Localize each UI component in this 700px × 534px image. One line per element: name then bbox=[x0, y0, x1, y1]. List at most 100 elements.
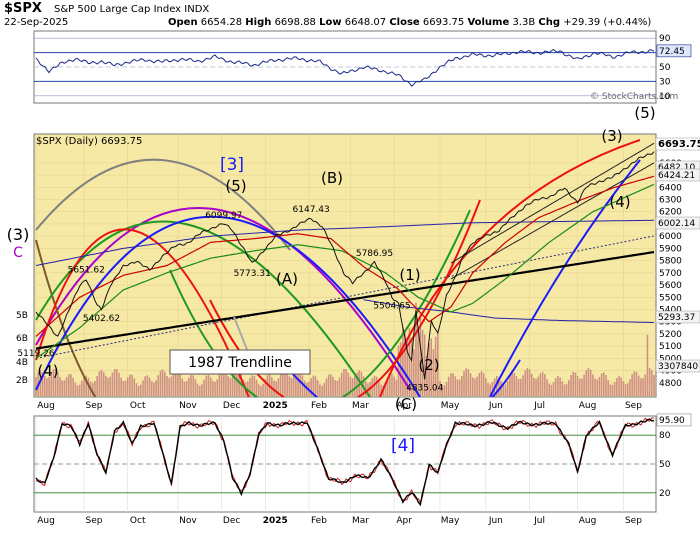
volume-bar bbox=[65, 377, 68, 396]
ma-red bbox=[35, 175, 655, 337]
volume-bar bbox=[598, 376, 601, 396]
cycle-arc-red-left bbox=[35, 228, 250, 397]
volume-bar bbox=[640, 378, 642, 396]
wave-count-label: (5) bbox=[634, 104, 655, 122]
volume-bar bbox=[428, 342, 430, 396]
wave-count-label: (5) bbox=[225, 177, 246, 195]
volume-bar bbox=[465, 368, 467, 396]
volume-bar bbox=[155, 380, 157, 396]
volume-bar bbox=[223, 369, 225, 396]
volume-bar bbox=[61, 380, 64, 396]
right-value-tag: 6482.10 bbox=[658, 163, 695, 173]
volume-bar bbox=[552, 382, 555, 396]
volume-bar bbox=[81, 380, 83, 396]
volume-bar bbox=[72, 377, 74, 396]
volume-bar bbox=[388, 373, 391, 396]
volume-bar bbox=[439, 380, 441, 396]
volume-bar bbox=[343, 368, 345, 396]
volume-bar bbox=[642, 377, 644, 396]
month-label-bottom: Apr bbox=[396, 516, 412, 526]
volume-bar bbox=[546, 379, 548, 396]
volume-bar bbox=[249, 377, 251, 396]
volume-bar bbox=[596, 379, 599, 396]
volume-bar bbox=[611, 385, 614, 396]
volume-bar bbox=[212, 380, 214, 396]
price-tick-label: 5800 bbox=[659, 257, 682, 267]
right-value-tag-box bbox=[655, 310, 700, 324]
volume-bar bbox=[565, 384, 568, 396]
volume-bar bbox=[209, 377, 212, 396]
price-panel bbox=[33, 133, 657, 398]
wave-count-label: 6B bbox=[16, 334, 28, 344]
volume-bar bbox=[568, 380, 570, 396]
volume-bar bbox=[434, 336, 437, 396]
copyright: © StockCharts.com bbox=[590, 92, 678, 102]
month-label-bottom: Sep bbox=[625, 516, 642, 526]
volume-bar bbox=[192, 375, 195, 396]
month-label-bottom: Dec bbox=[223, 516, 240, 526]
volume-bar bbox=[354, 376, 356, 396]
volume-bar bbox=[504, 384, 507, 396]
month-label-middle: Mar bbox=[352, 401, 369, 411]
volume-bar bbox=[98, 371, 101, 396]
price-series-group bbox=[35, 142, 655, 380]
cycle-arc-brown bbox=[35, 239, 97, 397]
price-point-label: 5773.31 bbox=[234, 269, 271, 279]
price-annotations: 5651.62 5402.62 5119.26 6099.97 5773.31 6147.… bbox=[7, 104, 656, 394]
volume-bar bbox=[447, 376, 450, 396]
volume-bar bbox=[330, 374, 332, 396]
price-point-label: 4835.04 bbox=[406, 384, 443, 394]
cycle-arc-gray bbox=[35, 158, 291, 251]
volume-bar bbox=[85, 375, 88, 396]
wave-count-label: (4) bbox=[37, 362, 58, 380]
volume-bar bbox=[43, 376, 46, 396]
volume-bar bbox=[190, 374, 192, 396]
right-value-tag-box bbox=[655, 216, 700, 230]
price-point-label: 5402.62 bbox=[83, 314, 120, 324]
wave-count-label: (3) bbox=[601, 127, 622, 145]
wave-count-label: (3) bbox=[7, 225, 30, 244]
volume-bar bbox=[334, 380, 336, 396]
volume-bar bbox=[441, 384, 443, 396]
volume-bar bbox=[620, 377, 623, 396]
volume-bar bbox=[271, 377, 273, 396]
volume-bar bbox=[255, 379, 258, 396]
price-point-label: 6099.97 bbox=[205, 211, 242, 221]
volume-bar bbox=[430, 338, 433, 396]
volume-bar bbox=[415, 302, 417, 396]
volume-bar bbox=[544, 374, 546, 396]
volume-bar bbox=[589, 369, 592, 396]
x-axis-labels: Aug Aug Sep Sep Oct Oct Nov Nov Dec Dec 2025 2025 Fe… bbox=[37, 401, 642, 526]
volume-bar bbox=[517, 379, 520, 396]
rsi-top-tick-label: 90 bbox=[659, 34, 671, 44]
volume-bar bbox=[203, 379, 205, 396]
volume-bar bbox=[131, 374, 133, 396]
volume-bar bbox=[107, 378, 109, 396]
volume-bar bbox=[146, 375, 149, 396]
volume-bar bbox=[485, 378, 487, 396]
volume-bar bbox=[443, 385, 446, 396]
rsi-bottom-tick-label: 50 bbox=[659, 460, 671, 470]
volume-bar bbox=[578, 378, 581, 396]
right-value-tag: 6424.21 bbox=[658, 171, 695, 181]
month-label-middle: Nov bbox=[179, 401, 197, 411]
volume-bar bbox=[519, 378, 522, 396]
price-point-label: 5119.26 bbox=[17, 349, 54, 359]
volume-bar bbox=[205, 375, 208, 396]
volume-bar bbox=[498, 377, 500, 396]
volume-bar bbox=[609, 384, 612, 396]
volume-bar bbox=[432, 349, 435, 396]
volume-bar bbox=[115, 369, 118, 396]
rsi-top-value-box bbox=[656, 44, 692, 58]
volume-bar bbox=[384, 382, 387, 396]
rsi-top-grid bbox=[34, 37, 656, 97]
volume-bar bbox=[159, 370, 162, 396]
volume-bar bbox=[242, 379, 245, 396]
volume-bar bbox=[635, 372, 638, 396]
volume-bar bbox=[57, 371, 59, 396]
volume-bar bbox=[349, 376, 352, 396]
volume-bar bbox=[607, 380, 609, 396]
volume-bar bbox=[506, 381, 509, 396]
volume-bar bbox=[59, 376, 61, 396]
volume-bar bbox=[380, 384, 382, 396]
